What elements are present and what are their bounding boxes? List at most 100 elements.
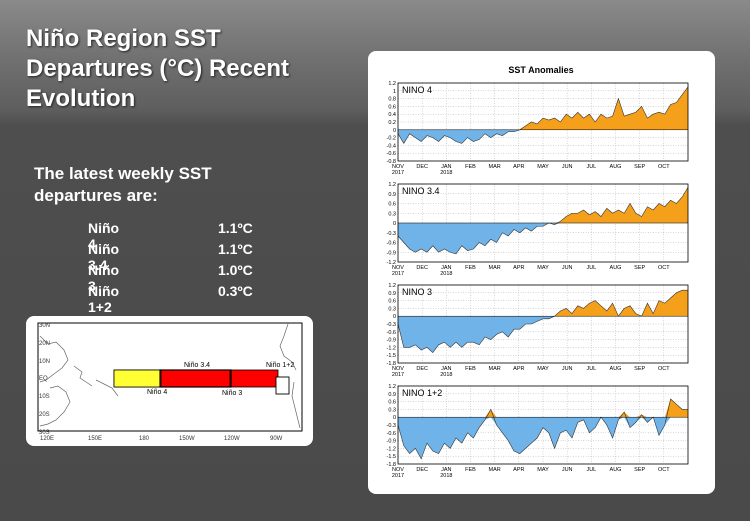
region-name: Niño 1+2 bbox=[88, 283, 120, 315]
y-tick-label: 0.6 bbox=[388, 299, 396, 305]
lon-label: 120E bbox=[40, 436, 54, 442]
panel-label: NINO 4 bbox=[402, 85, 432, 95]
y-tick-label: 0 bbox=[393, 314, 396, 320]
nino-12-region bbox=[275, 376, 290, 395]
x-tick-label: DEC bbox=[416, 164, 428, 170]
region-value: 0.3ºC bbox=[218, 283, 253, 299]
nino-12-label: Niño 1+2 bbox=[266, 362, 294, 369]
x-tick-year: 2017 bbox=[392, 170, 404, 176]
y-tick-label: 0.3 bbox=[388, 407, 396, 413]
lat-label: 10S bbox=[39, 394, 50, 400]
x-tick-year: 2017 bbox=[392, 473, 404, 479]
x-tick-label: MAY bbox=[537, 265, 549, 271]
positive-anomaly-area bbox=[398, 86, 688, 130]
subtitle-line-1: The latest weekly SST bbox=[34, 164, 212, 183]
x-tick-year: 2017 bbox=[392, 372, 404, 378]
latest-departures-subtitle: The latest weekly SST departures are: bbox=[34, 163, 212, 207]
x-tick-label: APR bbox=[513, 467, 524, 473]
panel-nino-4: 1.2 1 0.80.6 0.4 0.2 0 -0.2-0.4 -0.6 -0.8NOV2017… bbox=[387, 81, 689, 176]
x-tick-label: AUG bbox=[610, 467, 622, 473]
x-tick-label: DEC bbox=[416, 467, 428, 473]
lat-label: 20S bbox=[39, 412, 50, 418]
x-tick-label: MAY bbox=[537, 164, 549, 170]
lat-label: 30N bbox=[39, 323, 50, 329]
y-tick-label: 0.8 bbox=[388, 97, 396, 103]
negative-anomaly-area bbox=[398, 316, 688, 353]
y-tick-label: 0 bbox=[393, 415, 396, 421]
x-tick-label: OCT bbox=[658, 164, 670, 170]
panel-nino-1-2: 1.2 0.9 0.60.3 0 -0.3 -0.6 -0.9-1.2 -1.5 -1.8NOV… bbox=[387, 384, 689, 479]
y-tick-label: -1.5 bbox=[387, 454, 396, 460]
region-value: 1.1ºC bbox=[218, 220, 253, 236]
y-tick-label: -0.8 bbox=[387, 159, 396, 165]
y-tick-label: 0 bbox=[393, 128, 396, 134]
anomaly-line bbox=[397, 86, 689, 145]
lon-label: 120W bbox=[224, 436, 240, 442]
nino-34-label: Niño 3.4 bbox=[184, 362, 210, 369]
y-tick-label: -0.6 bbox=[387, 241, 396, 247]
panel-label: NINO 3.4 bbox=[402, 186, 440, 196]
x-tick-label: JUN bbox=[562, 265, 573, 271]
x-tick-year: 2018 bbox=[440, 473, 452, 479]
x-tick-label: DEC bbox=[416, 265, 428, 271]
y-tick-label: -0.9 bbox=[387, 338, 396, 344]
y-tick-label: 0.9 bbox=[388, 291, 396, 297]
x-tick-label: OCT bbox=[658, 265, 670, 271]
y-tick-label: -0.9 bbox=[387, 439, 396, 445]
x-tick-label: AUG bbox=[610, 164, 622, 170]
x-tick-label: DEC bbox=[416, 366, 428, 372]
y-tick-label: 0.2 bbox=[388, 120, 396, 126]
region-value: 1.0ºC bbox=[218, 262, 253, 278]
x-tick-year: 2018 bbox=[440, 372, 452, 378]
nino-3-label: Niño 3 bbox=[222, 390, 242, 397]
x-tick-label: FEB bbox=[465, 467, 476, 473]
y-tick-label: -1.8 bbox=[387, 462, 396, 468]
lat-label: 30S bbox=[39, 430, 50, 436]
y-tick-label: 0.9 bbox=[388, 192, 396, 198]
x-tick-label: JUL bbox=[586, 164, 596, 170]
region-name: Niño 3 bbox=[88, 262, 120, 294]
nino-34-fill bbox=[159, 369, 232, 388]
region-name: Niño 4 bbox=[88, 220, 120, 252]
y-tick-label: -1.8 bbox=[387, 361, 396, 367]
region-name: Niño 3.4 bbox=[88, 241, 120, 273]
x-tick-year: 2017 bbox=[392, 271, 404, 277]
x-tick-label: FEB bbox=[465, 164, 476, 170]
y-tick-label: 1.2 bbox=[388, 283, 396, 289]
x-tick-label: MAR bbox=[489, 265, 501, 271]
panel-frame bbox=[397, 284, 689, 364]
y-tick-label: -1.2 bbox=[387, 345, 396, 351]
y-tick-label: 1.2 bbox=[388, 384, 396, 390]
panel-frame bbox=[397, 183, 689, 263]
nino-3-region bbox=[229, 369, 279, 388]
x-tick-label: AUG bbox=[610, 366, 622, 372]
anomaly-line bbox=[397, 187, 689, 255]
x-tick-label: JUN bbox=[562, 164, 573, 170]
x-tick-label: MAR bbox=[489, 164, 501, 170]
subtitle-line-2: departures are: bbox=[34, 186, 158, 205]
x-tick-label: SEP bbox=[634, 265, 645, 271]
x-tick-label: JUL bbox=[586, 467, 596, 473]
x-tick-label: JUN bbox=[562, 467, 573, 473]
x-tick-label: JUN bbox=[562, 366, 573, 372]
negative-anomaly-area bbox=[398, 223, 688, 254]
x-tick-label: NOV bbox=[392, 265, 404, 271]
x-tick-label: FEB bbox=[465, 366, 476, 372]
y-tick-label: 0.9 bbox=[388, 392, 396, 398]
x-tick-label: SEP bbox=[634, 366, 645, 372]
panel-label: NINO 1+2 bbox=[402, 388, 442, 398]
y-tick-label: 1 bbox=[393, 89, 396, 95]
y-tick-label: 1.2 bbox=[388, 182, 396, 188]
x-tick-label: JAN bbox=[441, 366, 451, 372]
nino-regions-map-card: 30N 20N 10N EQ 10S 20S 30S 120E 150E 180… bbox=[26, 316, 313, 446]
x-tick-label: SEP bbox=[634, 164, 645, 170]
positive-anomaly-area bbox=[398, 187, 688, 223]
coastlines bbox=[39, 323, 301, 429]
chart-title: SST Anomalies bbox=[508, 65, 573, 75]
x-tick-label: MAR bbox=[489, 366, 501, 372]
panel-label: NINO 3 bbox=[402, 287, 432, 297]
x-tick-label: NOV bbox=[392, 164, 404, 170]
y-tick-label: 0.6 bbox=[388, 104, 396, 110]
title-line-1: Niño Region SST bbox=[26, 25, 221, 52]
